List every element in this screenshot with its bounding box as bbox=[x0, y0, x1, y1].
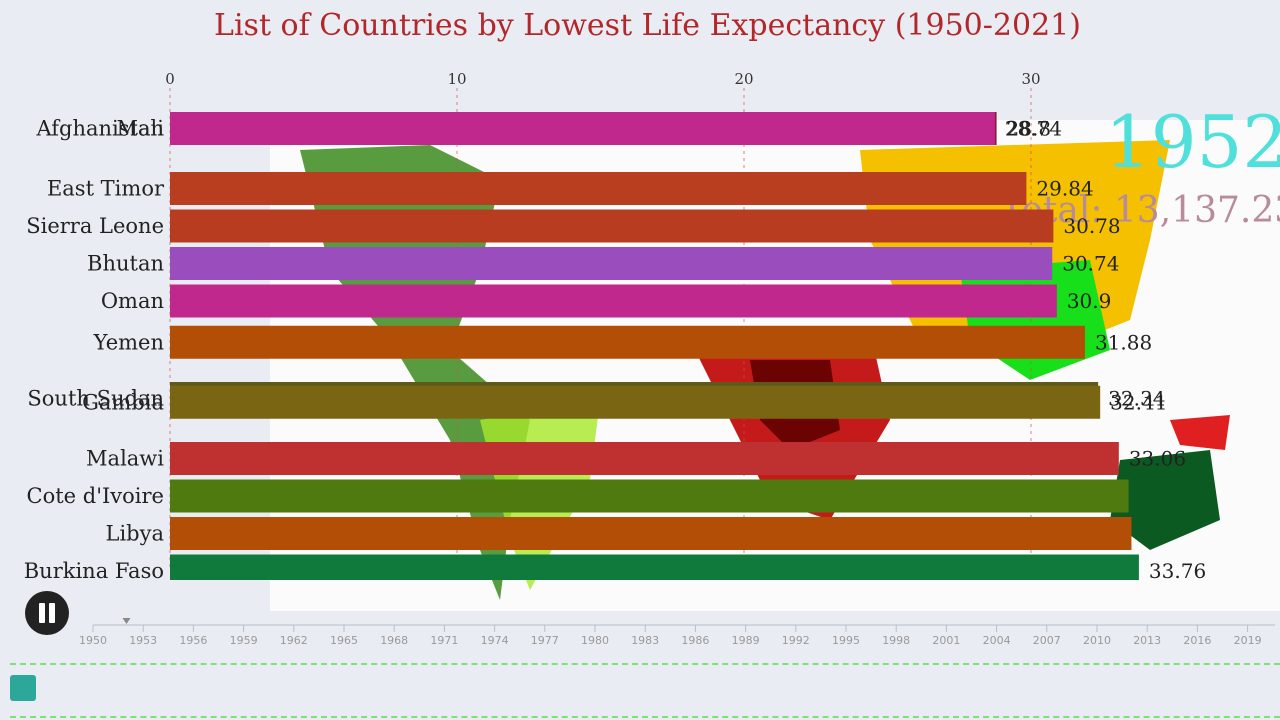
x-tick-label: 0 bbox=[165, 70, 175, 88]
app-logo-icon bbox=[10, 675, 36, 701]
bar-libya bbox=[170, 517, 1132, 550]
timeline-year-label: 1959 bbox=[230, 634, 258, 647]
bar-value-label: 31.88 bbox=[1095, 330, 1152, 354]
divider-bottom bbox=[10, 716, 1280, 718]
bar-oman bbox=[170, 284, 1057, 318]
timeline-year-label: 1986 bbox=[681, 634, 709, 647]
bar-yemen bbox=[170, 325, 1085, 359]
bar-label: East Timor bbox=[47, 177, 165, 201]
bar-label: Sierra Leone bbox=[26, 214, 164, 238]
bar-label: Libya bbox=[106, 522, 165, 546]
bar-value-label: 28.74 bbox=[1005, 117, 1062, 141]
timeline-year-label: 2010 bbox=[1083, 634, 1111, 647]
bar-label: Burkina Faso bbox=[24, 559, 164, 580]
x-tick-label: 10 bbox=[447, 70, 466, 88]
bar-label: Oman bbox=[101, 289, 164, 313]
pause-button[interactable] bbox=[25, 591, 69, 635]
timeline-slider[interactable]: 1950 1953 1956 1959 1962 1965 1968 1971 1974 1977… bbox=[0, 612, 1280, 657]
timeline-year-label: 2007 bbox=[1033, 634, 1061, 647]
timeline-year-label: 1977 bbox=[531, 634, 559, 647]
bar-label: Mali bbox=[117, 117, 165, 141]
bar-value-label: 32.34 bbox=[1108, 387, 1165, 411]
timeline-year-label: 1980 bbox=[581, 634, 609, 647]
bar-cote-d-ivoire bbox=[170, 479, 1129, 513]
divider-top bbox=[10, 663, 1280, 665]
bar-value-label: 29.84 bbox=[1036, 177, 1093, 201]
bar-value-label: 30.9 bbox=[1067, 289, 1112, 313]
x-tick-label: 30 bbox=[1021, 70, 1040, 88]
bar-label: Malawi bbox=[86, 447, 164, 471]
map-australia bbox=[1110, 450, 1220, 550]
bar-label: South Sudan bbox=[27, 387, 164, 411]
timeline-year-label: 1971 bbox=[430, 634, 458, 647]
map-papua bbox=[1170, 415, 1230, 450]
timeline-year-label: 1956 bbox=[179, 634, 207, 647]
timeline-year-label: 1950 bbox=[79, 634, 107, 647]
bar-label: Gambia bbox=[82, 390, 164, 414]
timeline-year-label: 1965 bbox=[330, 634, 358, 647]
x-tick-label: 20 bbox=[734, 70, 753, 88]
bar-gambia bbox=[170, 385, 1101, 419]
timeline-year-label: 1974 bbox=[481, 634, 509, 647]
bar-value-label: 33.76 bbox=[1149, 559, 1206, 580]
timeline-year-label: 1962 bbox=[280, 634, 308, 647]
bar-value-label: 33.06 bbox=[1129, 447, 1186, 471]
timeline-year-label: 2016 bbox=[1183, 634, 1211, 647]
timeline-year-label: 1989 bbox=[732, 634, 760, 647]
bar-label: Afghanistan bbox=[35, 117, 164, 141]
bar-east-timor bbox=[170, 172, 1027, 205]
timeline-year-label: 1968 bbox=[380, 634, 408, 647]
timeline-year-label: 1995 bbox=[832, 634, 860, 647]
current-year-label: 1952 bbox=[1105, 100, 1280, 184]
bar-sierra-leone bbox=[170, 209, 1054, 243]
bar-malawi bbox=[170, 442, 1119, 475]
timeline-year-label: 1983 bbox=[631, 634, 659, 647]
timeline-year-label: 2001 bbox=[932, 634, 960, 647]
timeline-year-label: 1992 bbox=[782, 634, 810, 647]
bar-value-label: 30.78 bbox=[1063, 214, 1120, 238]
timeline-year-label: 1953 bbox=[129, 634, 157, 647]
bar-value-label: 30.74 bbox=[1062, 252, 1119, 276]
bar-label: Cote d'Ivoire bbox=[27, 484, 164, 508]
bar-value-label: 28.8 bbox=[1007, 117, 1052, 141]
bar-bhutan bbox=[170, 247, 1053, 280]
bar-chart: 0 10 20 30 Afghanistan 28.8 Mali 28.74 East Timo… bbox=[24, 70, 1206, 580]
chart-title: List of Countries by Lowest Life Expecta… bbox=[214, 8, 1081, 43]
timeline-handle[interactable] bbox=[122, 618, 131, 624]
timeline-year-label: 2004 bbox=[983, 634, 1011, 647]
bar-burkina-faso bbox=[170, 554, 1139, 580]
bar-label: Bhutan bbox=[87, 252, 164, 276]
bar-value-label: 32.41 bbox=[1110, 390, 1167, 414]
timeline-year-label: 2019 bbox=[1234, 634, 1262, 647]
bar-mali bbox=[170, 112, 995, 145]
timeline-year-label: 2013 bbox=[1133, 634, 1161, 647]
timeline-year-label: 1998 bbox=[882, 634, 910, 647]
bar-label: Yemen bbox=[93, 330, 164, 354]
